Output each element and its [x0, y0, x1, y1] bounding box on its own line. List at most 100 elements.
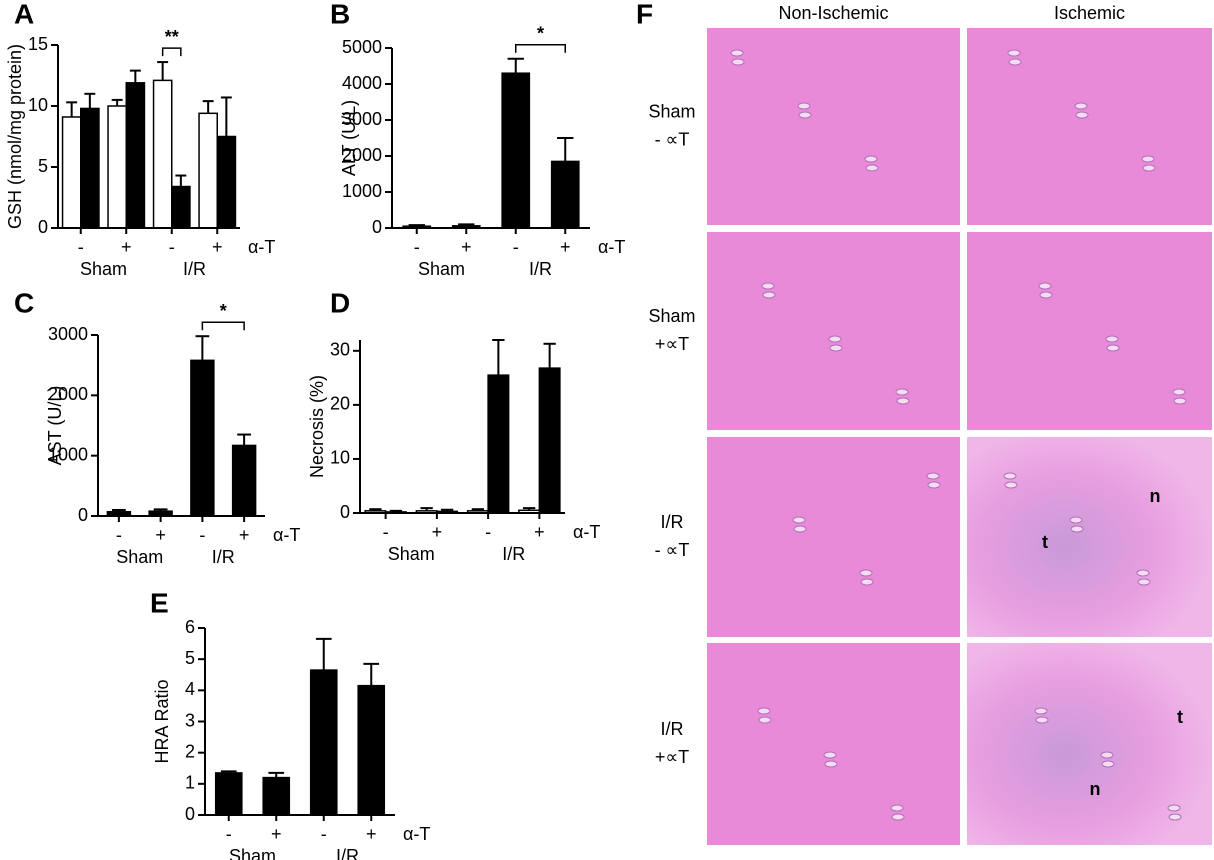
y-tick-label: 4000	[342, 73, 382, 93]
y-tick-label: 3000	[342, 109, 382, 129]
axes	[57, 45, 240, 229]
vessel	[824, 760, 838, 768]
row-label: I/R	[660, 719, 683, 739]
vessel	[1074, 102, 1088, 110]
factor-label: α-T	[573, 522, 600, 542]
y-tick-label: 30	[330, 340, 350, 360]
panel-letter: D	[330, 287, 350, 318]
vessel	[864, 155, 878, 163]
x-tick-label: -	[321, 824, 327, 844]
x-tick-label: -	[226, 824, 232, 844]
group-label: I/R	[529, 259, 552, 279]
bar	[125, 82, 146, 229]
y-tick-label: 5	[38, 156, 48, 176]
group-label: Sham	[116, 547, 163, 567]
vessel	[927, 481, 941, 489]
histology-image	[707, 28, 960, 225]
row-label: - ∝T	[655, 540, 690, 560]
vessel	[1105, 335, 1119, 343]
y-tick-label: 3	[185, 710, 195, 730]
vessel	[1035, 716, 1049, 724]
bar	[309, 669, 338, 816]
vessel	[757, 707, 771, 715]
panel-letter: F	[636, 0, 653, 29]
y-axis-label: ALT (U/L)	[339, 100, 359, 176]
bar	[357, 684, 386, 816]
vessel	[926, 472, 940, 480]
vessel	[865, 164, 879, 172]
vessel	[1100, 751, 1114, 759]
x-tick-label: +	[121, 237, 132, 257]
vessel	[859, 569, 873, 577]
histology-image	[967, 232, 1212, 430]
row-label: Sham	[648, 101, 695, 121]
y-tick-label: 5	[185, 648, 195, 668]
vessel	[1173, 397, 1187, 405]
bar	[171, 185, 191, 229]
axes	[204, 628, 395, 816]
vessel	[1007, 49, 1021, 57]
y-tick-label: 0	[185, 804, 195, 824]
y-tick-label: 6	[185, 617, 195, 637]
x-tick-label: -	[414, 237, 420, 257]
significance-bracket	[161, 47, 182, 57]
bar	[550, 160, 580, 229]
vessel	[1167, 804, 1181, 812]
region-label: t	[1177, 707, 1183, 727]
vessel	[730, 49, 744, 57]
group-label: Sham	[388, 544, 435, 564]
axes	[97, 335, 265, 517]
y-tick-label: 10	[330, 448, 350, 468]
vessel	[762, 291, 776, 299]
y-tick-label: 0	[38, 217, 48, 237]
vessel	[1142, 164, 1156, 172]
row-label: - ∝T	[655, 129, 690, 149]
group-label: I/R	[212, 547, 235, 567]
vessel	[1008, 58, 1022, 66]
vessel	[1075, 111, 1089, 119]
y-axis-label: HRA Ratio	[152, 679, 172, 763]
x-tick-label: -	[116, 525, 122, 545]
group-label: Sham	[80, 259, 127, 279]
panel-letter: A	[14, 0, 34, 29]
factor-label: α-T	[403, 824, 430, 844]
bar	[216, 135, 237, 229]
y-tick-label: 1000	[48, 444, 88, 464]
group-label: Sham	[418, 259, 465, 279]
group-label: I/R	[336, 846, 359, 860]
significance-bracket	[515, 44, 566, 53]
bar	[107, 105, 128, 229]
x-tick-label: +	[212, 237, 223, 257]
y-tick-label: 20	[330, 394, 350, 414]
panel-letter: E	[150, 587, 169, 618]
y-tick-label: 10	[28, 95, 48, 115]
panel-letter: C	[14, 287, 34, 318]
y-tick-label: 3000	[48, 324, 88, 344]
significance-label: *	[220, 301, 227, 321]
y-tick-label: 1000	[342, 181, 382, 201]
histology-image	[707, 643, 960, 845]
bar	[61, 116, 82, 229]
region-label: t	[1042, 532, 1048, 552]
y-axis-label: AST (U/L)	[45, 386, 65, 466]
y-tick-label: 15	[28, 34, 48, 54]
vessel	[1136, 569, 1150, 577]
factor-label: α-T	[598, 237, 625, 257]
vessel	[793, 525, 807, 533]
significance-bracket	[201, 321, 245, 331]
region-label: n	[1150, 486, 1161, 506]
column-header: Non-Ischemic	[778, 3, 888, 23]
histology-image	[707, 437, 960, 637]
vessel	[823, 751, 837, 759]
y-tick-label: 5000	[342, 37, 382, 57]
vessel	[896, 397, 910, 405]
panel-letter: B	[330, 0, 350, 29]
y-axis-label: Necrosis (%)	[307, 375, 327, 478]
y-tick-label: 4	[185, 679, 195, 699]
x-tick-label: +	[366, 824, 377, 844]
factor-label: α-T	[273, 525, 300, 545]
axes	[359, 340, 565, 514]
x-tick-label: +	[239, 525, 250, 545]
vessel	[1141, 155, 1155, 163]
axes	[391, 48, 590, 229]
